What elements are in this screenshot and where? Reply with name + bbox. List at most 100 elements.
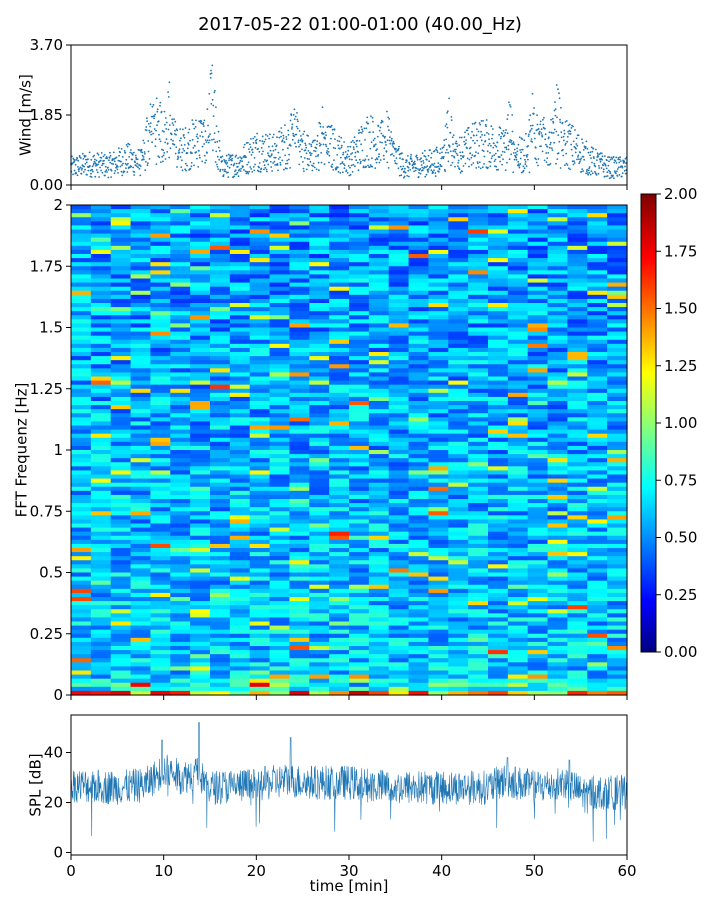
spectrogram-cell <box>468 262 489 267</box>
spectrogram-cell <box>190 613 211 619</box>
wind-point <box>303 130 306 133</box>
spectrogram-cell <box>329 429 350 435</box>
spectrogram-cell <box>547 209 569 214</box>
spectrogram-cell <box>587 417 608 423</box>
wind-point <box>321 106 324 109</box>
spectrogram-heatmap <box>71 205 628 696</box>
wind-point <box>170 138 173 141</box>
spectrogram-cell <box>130 682 152 688</box>
spectrogram-cell <box>428 429 449 435</box>
wind-point <box>616 168 619 170</box>
spectrogram-cell <box>349 286 370 292</box>
wind-point <box>124 162 127 165</box>
spectrogram-cell <box>507 294 529 300</box>
spectrogram-cell <box>249 368 271 374</box>
spectrogram-cell <box>368 274 390 280</box>
spectrogram-cell <box>488 425 509 431</box>
spectrogram-cell <box>150 437 171 443</box>
spectrogram-cell <box>388 539 410 545</box>
spectrogram-cell <box>309 609 330 614</box>
wind-point <box>407 166 410 169</box>
spectrogram-cell <box>527 625 549 631</box>
spectrogram-cell <box>567 646 588 651</box>
spectrogram-cell <box>507 445 529 451</box>
spectrogram-cell <box>309 254 330 259</box>
spectrogram-cell <box>448 650 469 655</box>
spectrogram-cell <box>448 425 469 431</box>
spectrogram-cell <box>110 213 132 218</box>
spectrogram-cell <box>488 298 509 304</box>
spectrogram-cell <box>110 376 132 382</box>
spectrogram-cell <box>488 343 509 349</box>
spectrogram-cell <box>249 254 271 259</box>
spectrogram-cell <box>269 331 291 337</box>
spectrogram-cell <box>210 245 231 251</box>
spectrogram-cell <box>388 421 410 427</box>
spectrogram-cell <box>269 454 291 459</box>
spectrogram-cell <box>448 690 469 696</box>
spectrogram-cell <box>210 674 231 680</box>
spectrogram-cell <box>368 225 390 231</box>
spectrogram-cell <box>428 511 449 516</box>
spectrogram-cell <box>388 282 410 288</box>
spectrogram-cell <box>90 621 112 627</box>
spectrogram-cell <box>527 364 549 369</box>
spectrogram-cell <box>507 650 529 655</box>
spectrogram-cell <box>229 568 251 574</box>
wind-point <box>578 162 581 165</box>
spectrogram-cell <box>110 572 132 578</box>
spectrogram-cell <box>90 339 112 345</box>
wind-point <box>240 157 243 160</box>
wind-point <box>533 132 536 135</box>
wind-point <box>144 169 147 172</box>
spectrogram-cell <box>190 584 211 590</box>
wind-point <box>464 131 466 134</box>
spectrogram-cell <box>90 409 112 414</box>
wind-point <box>536 114 538 117</box>
spectrogram-cell <box>309 482 330 488</box>
spectrogram-cell <box>210 323 231 329</box>
spectrogram-cell <box>130 376 152 382</box>
spectrogram-cell <box>547 274 569 280</box>
spectrogram-cell <box>329 392 350 398</box>
spectrogram-cell <box>448 225 469 231</box>
spectrogram-cell <box>587 205 608 210</box>
wind-point <box>387 116 390 119</box>
spectrogram-cell <box>329 380 350 386</box>
wind-point <box>194 145 196 147</box>
wind-point <box>147 162 149 165</box>
spectrogram-cell <box>349 225 370 231</box>
wind-point <box>607 156 609 159</box>
spectrogram-cell <box>71 245 92 251</box>
wind-point <box>118 154 120 157</box>
wind-point <box>147 123 150 125</box>
spectrogram-cell <box>170 368 191 374</box>
spectrogram-cell <box>90 486 112 492</box>
wind-point <box>136 158 139 161</box>
wind-point <box>339 163 342 165</box>
wind-point <box>433 162 436 165</box>
spectrogram-cell <box>567 225 588 231</box>
spectrogram-cell <box>388 601 410 606</box>
spectrogram-cell <box>71 376 92 382</box>
wind-point <box>103 154 106 156</box>
wind-point <box>124 151 127 154</box>
wind-point <box>166 151 169 153</box>
spectrogram-cell <box>309 466 330 472</box>
wind-point <box>155 163 158 166</box>
spectrogram-cell <box>249 674 271 680</box>
spectrogram-cell <box>448 548 469 553</box>
wind-point <box>541 135 544 138</box>
spectrogram-cell <box>349 417 370 423</box>
spectrogram-cell <box>170 417 191 423</box>
wind-point <box>553 141 555 144</box>
spectrogram-cell <box>567 396 588 402</box>
wind-point <box>287 129 290 132</box>
wind-point <box>446 110 449 113</box>
wind-point <box>394 147 397 150</box>
wind-point <box>547 152 550 154</box>
spectrogram-cell <box>90 470 112 476</box>
spectrogram-cell <box>368 650 390 655</box>
spectrogram-cell <box>210 352 231 357</box>
spectrogram-cell <box>229 409 251 414</box>
